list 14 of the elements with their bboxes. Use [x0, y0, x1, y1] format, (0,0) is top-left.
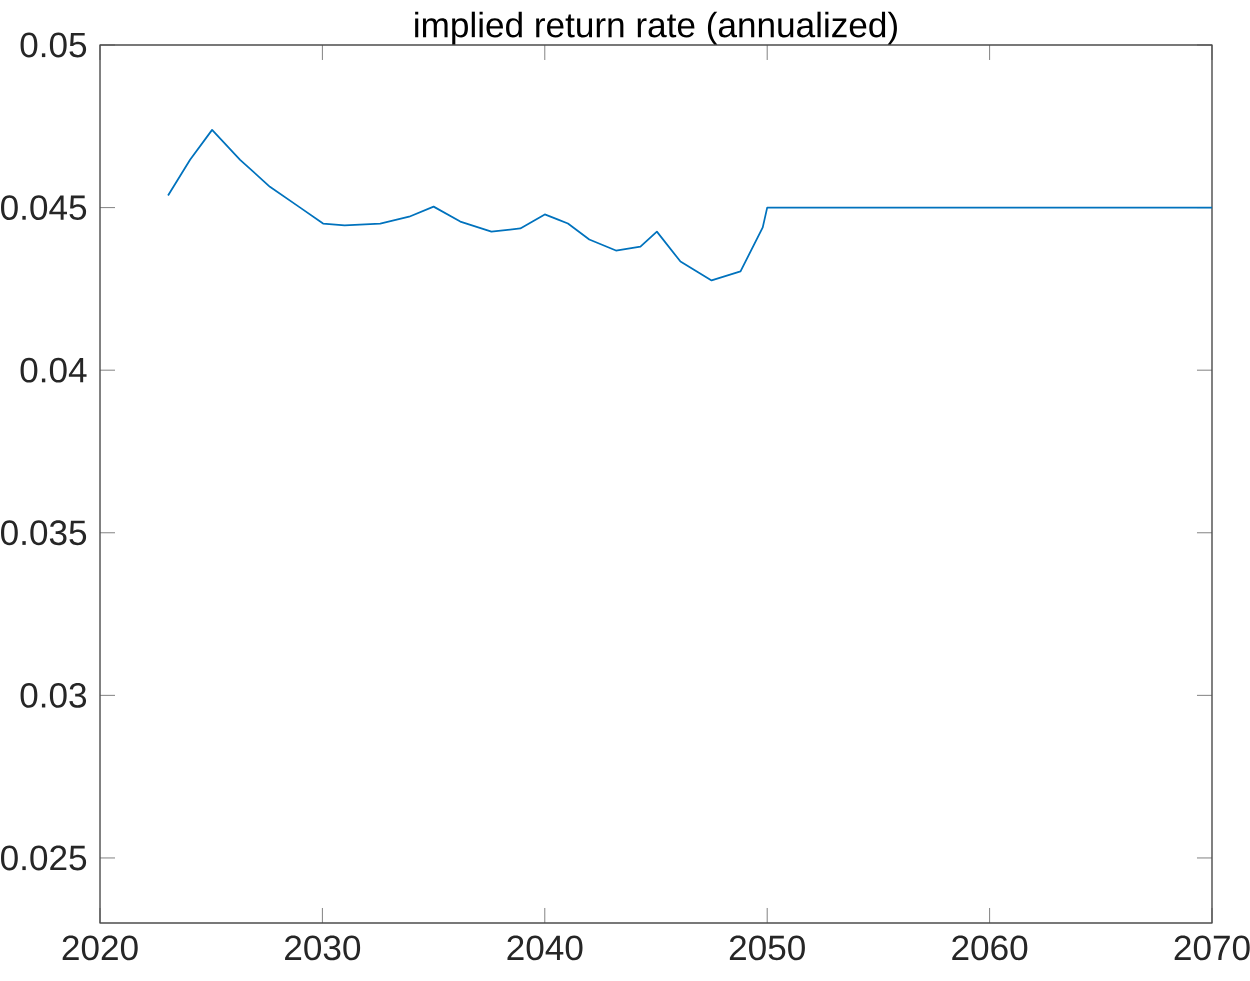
y-tick-label: 0.05 — [20, 32, 87, 58]
x-tick-label: 2070 — [1174, 935, 1250, 961]
line-series — [167, 129, 1212, 282]
x-tick-label: 2030 — [285, 935, 361, 961]
y-tick-label: 0.045 — [1, 195, 87, 221]
chart-title: implied return rate (annualized) — [415, 11, 897, 45]
y-tick-label: 0.03 — [20, 682, 87, 708]
x-tick-label: 2040 — [507, 935, 583, 961]
y-tick-label: 0.035 — [1, 520, 87, 546]
y-tick-label: 0.025 — [1, 845, 87, 871]
x-tick-label: 2020 — [62, 935, 138, 961]
y-tick-label: 0.04 — [20, 357, 87, 383]
x-tick-label: 2060 — [952, 935, 1028, 961]
x-tick-label: 2050 — [729, 935, 805, 961]
